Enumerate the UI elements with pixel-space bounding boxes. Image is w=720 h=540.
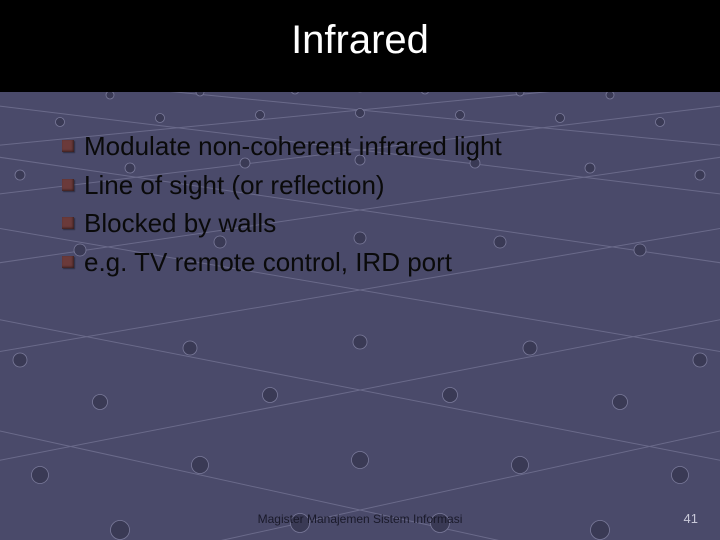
bullet-text: Modulate non-coherent infrared light <box>84 130 502 163</box>
list-item: e.g. TV remote control, IRD port <box>62 246 680 279</box>
bullet-text: Line of sight (or reflection) <box>84 169 385 202</box>
slide-title: Infrared <box>0 18 720 63</box>
list-item: Line of sight (or reflection) <box>62 169 680 202</box>
bullet-icon <box>62 256 74 268</box>
page-number: 41 <box>684 511 698 526</box>
bullet-icon <box>62 140 74 152</box>
bullet-icon <box>62 179 74 191</box>
bullet-icon <box>62 217 74 229</box>
footer-text: Magister Manajemen Sistem Informasi <box>0 512 720 526</box>
bullet-list: Modulate non-coherent infrared light Lin… <box>62 130 680 284</box>
list-item: Blocked by walls <box>62 207 680 240</box>
bullet-text: Blocked by walls <box>84 207 276 240</box>
list-item: Modulate non-coherent infrared light <box>62 130 680 163</box>
bullet-text: e.g. TV remote control, IRD port <box>84 246 452 279</box>
